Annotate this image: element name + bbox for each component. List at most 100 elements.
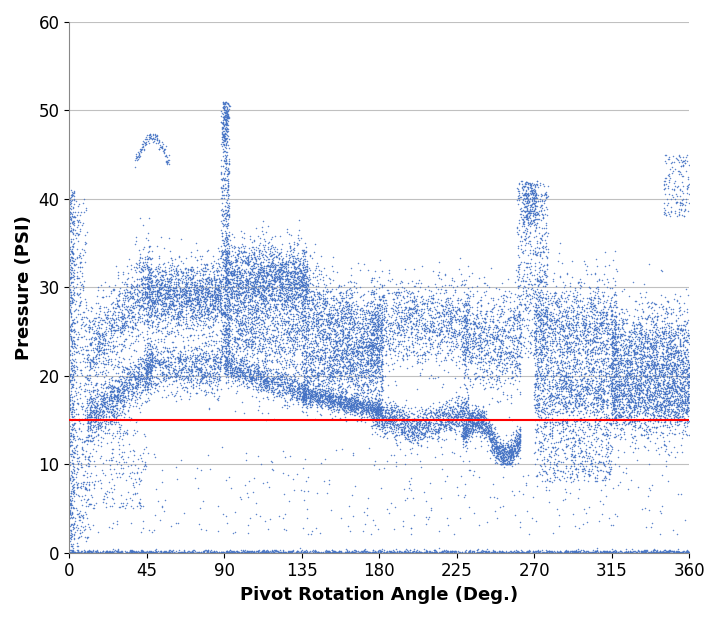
Point [576,425,588,435]
Point [571,548,582,558]
Point [557,331,569,341]
Point [159,262,171,272]
Point [498,309,509,319]
Point [222,303,234,313]
Point [208,361,220,371]
Point [124,287,135,297]
Point [74,210,86,220]
Point [299,387,310,397]
Point [644,400,655,410]
Point [392,548,403,558]
Point [568,348,580,358]
Point [253,327,265,337]
Point [375,359,387,369]
Point [64,400,76,410]
Point [652,380,664,390]
Point [659,400,670,410]
Point [384,418,396,428]
Point [253,402,265,412]
Point [639,370,651,380]
Point [316,365,328,374]
Point [581,386,593,396]
Point [639,431,650,441]
Point [310,391,321,401]
Point [233,279,244,288]
Point [127,445,139,455]
Point [473,415,485,425]
Point [65,258,76,267]
Point [138,444,150,454]
Point [148,376,159,386]
Point [234,370,246,379]
Point [534,548,545,558]
Point [262,268,274,278]
Point [226,376,238,386]
Point [283,548,294,558]
Point [275,331,287,340]
Point [503,447,515,457]
Point [620,371,631,381]
Point [521,178,532,188]
Point [307,371,319,381]
Point [609,337,621,347]
Point [471,298,482,308]
Point [220,254,231,264]
Point [287,390,298,400]
Point [680,194,691,204]
Point [577,396,589,406]
Point [248,252,260,262]
Point [310,389,322,399]
Point [103,405,114,415]
Point [259,301,271,311]
Point [86,417,97,427]
Point [410,332,421,342]
Point [456,431,468,441]
Point [462,369,473,379]
Point [333,308,344,318]
Point [232,284,243,293]
Point [295,380,307,390]
Point [248,248,259,258]
Point [415,429,427,439]
Point [570,363,581,373]
Point [248,366,260,376]
Point [341,340,352,350]
Point [669,406,680,416]
Point [636,547,647,557]
Point [382,416,394,426]
Point [259,283,271,293]
Point [400,341,412,351]
Point [234,370,246,379]
Point [669,339,680,349]
Point [466,408,477,418]
Point [358,402,369,412]
Point [79,548,91,558]
Point [206,365,217,374]
Point [606,363,618,373]
Point [84,448,96,458]
Point [526,183,537,193]
Point [649,357,660,367]
Point [298,390,310,400]
Point [261,327,272,337]
Point [431,342,442,352]
Point [280,548,292,558]
Point [638,402,649,412]
Point [665,400,677,410]
Point [549,332,561,342]
Point [541,238,552,248]
Point [310,338,322,348]
Point [228,352,239,361]
Point [474,374,485,384]
Point [296,277,307,287]
Point [661,392,672,402]
Point [346,365,358,374]
Point [581,329,593,339]
Point [226,333,238,343]
Point [641,386,652,396]
Point [336,335,348,345]
Point [434,417,446,426]
Point [438,305,449,315]
Point [473,319,485,329]
Point [547,274,559,284]
